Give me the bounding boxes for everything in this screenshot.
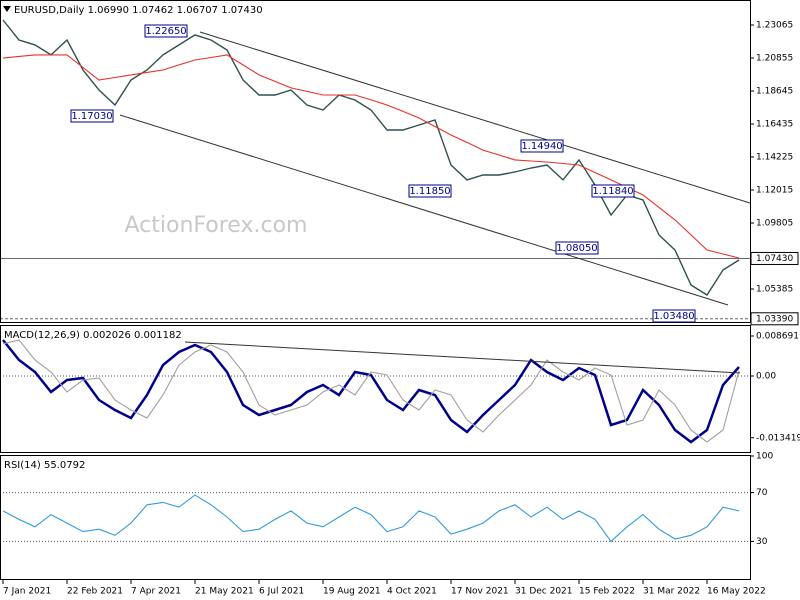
- macd-panel: [0, 325, 751, 453]
- level-label: 1.11850: [409, 186, 450, 197]
- y-tick-label: 100: [756, 452, 773, 462]
- plot-layers: ActionForex.com: [0, 19, 750, 543]
- x-tick-label: 7 Jan 2021: [3, 587, 51, 597]
- y-tick-label: 30: [756, 537, 768, 547]
- x-tick-label: 21 May 2021: [195, 587, 254, 597]
- x-tick-label: 4 Oct 2021: [387, 587, 437, 597]
- x-tick-label: 6 Jul 2021: [259, 587, 304, 597]
- y-tick-label: 1.14225: [756, 152, 793, 162]
- level-box: [408, 184, 452, 198]
- y-tick-label: 70: [756, 488, 768, 498]
- level-box: [70, 109, 114, 123]
- level-label: 1.11840: [592, 186, 633, 197]
- series-line: [2, 19, 740, 296]
- level-box: [652, 309, 696, 323]
- x-tick-label: 31 Dec 2021: [515, 587, 573, 597]
- level-box: [520, 139, 564, 153]
- x-tick-label: 22 Feb 2021: [67, 587, 123, 597]
- level-label: 1.08050: [556, 243, 597, 254]
- level-box: [555, 241, 599, 255]
- panel-title: MACD(12,26,9) 0.002026 0.001182: [4, 330, 182, 341]
- watermark: ActionForex.com: [125, 213, 308, 238]
- y-tick-label: 1.03390: [756, 314, 793, 324]
- level-label: 1.03480: [653, 311, 694, 322]
- level-label: 1.17030: [71, 111, 112, 122]
- price-panel: [0, 0, 751, 323]
- x-tick-label: 31 Mar 2022: [643, 587, 700, 597]
- y-tick-label: 1.18645: [756, 86, 793, 96]
- series-line: [2, 339, 740, 444]
- x-tick-label: 17 Nov 2021: [451, 587, 509, 597]
- y-tick-label: 0.008691: [756, 331, 799, 341]
- y-tick-label: 1.12015: [756, 185, 793, 195]
- x-tick-label: 16 May 2022: [707, 587, 766, 597]
- level-label: 1.14940: [521, 141, 562, 152]
- y-tick-label: 1.16435: [756, 119, 793, 129]
- level-box: [591, 184, 635, 198]
- menu-triangle: [3, 6, 11, 12]
- y-tick-label: 1.07430: [756, 254, 793, 264]
- x-tick-label: 7 Apr 2021: [131, 587, 181, 597]
- y-tick-label: 1.20855: [756, 53, 793, 63]
- rsi-panel: [0, 455, 751, 580]
- y-tick-label: 1.05385: [756, 284, 793, 294]
- x-tick-label: 19 Aug 2021: [323, 587, 381, 597]
- y-tick-label: 0.00: [756, 372, 776, 382]
- channel-upper: [199, 31, 751, 204]
- level-box: [144, 24, 188, 38]
- series-line: [2, 494, 740, 543]
- price-label-box: [750, 312, 799, 326]
- level-label: 1.22650: [145, 26, 186, 37]
- series-line: [2, 54, 740, 259]
- series-line: [2, 339, 740, 443]
- panel-title: RSI(14) 55.0792: [4, 460, 85, 471]
- channel-lower: [119, 114, 729, 306]
- y-tick-label: 1.23065: [756, 20, 793, 30]
- panel-title: EURUSD,Daily 1.06990 1.07462 1.06707 1.0…: [14, 5, 263, 16]
- y-tick-label: 1.09805: [756, 218, 793, 228]
- price-label-box: [750, 251, 799, 265]
- x-tick-label: 15 Feb 2022: [579, 587, 635, 597]
- macd-trendline: [184, 341, 741, 374]
- y-tick-label: -0.013419: [756, 433, 800, 443]
